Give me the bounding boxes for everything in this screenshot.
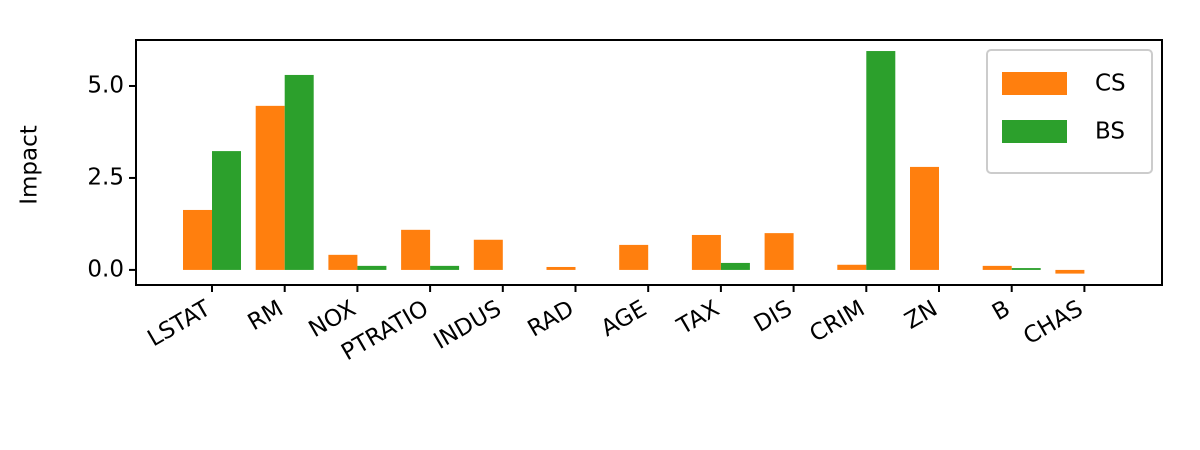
y-tick-label: 2.5 xyxy=(87,164,124,190)
bar xyxy=(401,229,431,270)
bar xyxy=(720,262,750,270)
x-tick-label: TAX xyxy=(672,296,724,341)
bar xyxy=(183,209,212,270)
bar xyxy=(255,105,285,270)
legend-box xyxy=(986,49,1153,174)
x-tick-label: CHAS xyxy=(1019,296,1087,350)
bar xyxy=(357,265,387,270)
bar xyxy=(473,239,503,270)
bar xyxy=(866,51,896,270)
legend-label: CS xyxy=(1095,71,1126,97)
bar xyxy=(212,151,241,270)
x-tick-label: CRIM xyxy=(805,296,869,348)
x-tick-label: B xyxy=(988,296,1015,326)
bar xyxy=(1055,269,1085,274)
legend-swatch xyxy=(1002,120,1067,143)
x-tick-label: RM xyxy=(244,296,288,336)
bar xyxy=(328,254,358,270)
plot-frame xyxy=(135,39,1163,286)
x-tick-label: RAD xyxy=(523,296,578,343)
bar xyxy=(691,234,721,270)
x-tick-label: AGE xyxy=(597,296,651,342)
x-tick-label: LSTAT xyxy=(143,295,215,352)
bar xyxy=(764,233,794,270)
bar xyxy=(284,74,314,270)
x-tick-label: INDUS xyxy=(429,296,505,355)
bar xyxy=(982,265,1012,270)
bar xyxy=(619,244,649,270)
bar xyxy=(910,166,939,270)
bar xyxy=(837,264,867,270)
y-tick-label: 5.0 xyxy=(87,72,124,98)
legend-label: BS xyxy=(1095,119,1125,145)
y-tick-label: 0.0 xyxy=(87,256,124,282)
y-axis-label: Impact xyxy=(17,125,43,205)
bar xyxy=(546,266,576,270)
bar xyxy=(1011,268,1041,270)
bar xyxy=(430,265,460,270)
legend-swatch xyxy=(1002,72,1067,95)
x-tick-label: ZN xyxy=(900,296,942,335)
x-tick-label: DIS xyxy=(750,296,797,338)
